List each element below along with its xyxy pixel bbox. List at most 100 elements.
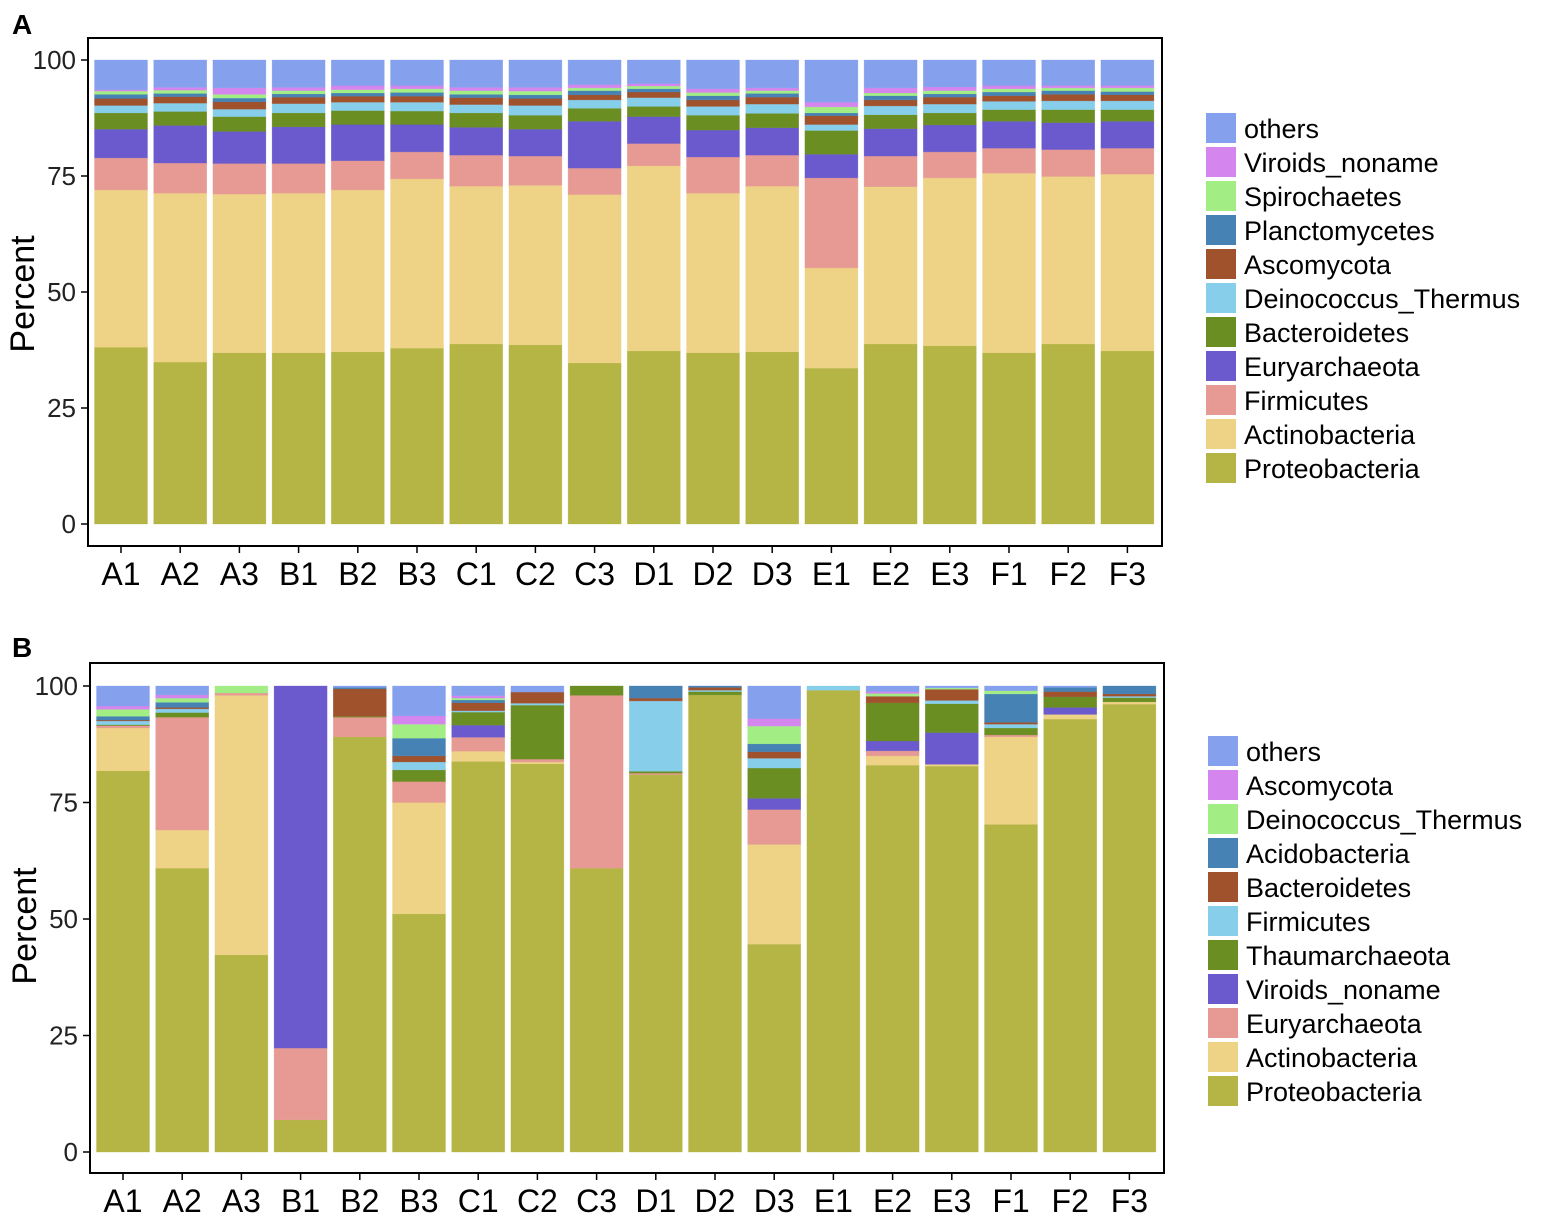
bar-segment-b2-proteobacteria <box>330 351 385 525</box>
bar-segment-c1-bacteroidetes <box>451 702 506 711</box>
x-tick-label: A3 <box>220 556 259 592</box>
bar-segment-e2-bacteroidetes <box>865 695 920 704</box>
bar-segment-e1-deinococcus-thermus <box>804 124 859 131</box>
bar-segment-a1-firmicutes <box>94 157 148 191</box>
bar-segment-a3-actinobacteria <box>212 193 267 354</box>
bar-segment-f2-deinococcus-thermus <box>1041 100 1095 110</box>
bar-segment-c1-others <box>451 685 506 697</box>
bar-segment-d2-planctomycetes <box>686 95 740 101</box>
bar-segment-a1-euryarchaeota <box>94 128 148 159</box>
legend-item: Actinobacteria <box>1206 419 1416 450</box>
bar-segment-a1-actinobacteria <box>96 727 150 772</box>
bar-segment-d1-proteobacteria <box>626 350 681 525</box>
legend-item: Deinococcus_Thermus <box>1208 804 1522 835</box>
bar-segment-c2-actinobacteria <box>508 184 563 346</box>
bar-segment-c3-proteobacteria <box>567 362 622 525</box>
bar-segment-d2-proteobacteria <box>686 352 740 525</box>
bar-segment-a2-firmicutes <box>155 708 209 713</box>
bar-segment-a2-bacteroidetes <box>153 111 207 126</box>
y-tick-label: 0 <box>62 509 76 539</box>
bar-segment-d1-firmicutes <box>626 143 681 167</box>
bar-segment-a3-firmicutes <box>212 163 267 195</box>
bar-segment-b1-viroids-noname <box>273 685 328 1049</box>
bar-segment-e2-others <box>863 59 918 89</box>
bar-segment-a1-euryarchaeota <box>96 725 150 729</box>
bar-segment-c3-ascomycota <box>567 94 622 101</box>
bar-segment-c1-actinobacteria <box>451 750 506 762</box>
legend-item: Viroids_noname <box>1208 974 1441 1005</box>
legend-label: Actinobacteria <box>1246 1043 1418 1073</box>
bar-segment-b3-deinococcus-thermus <box>392 723 446 739</box>
bar-segment-f2-others <box>1041 59 1095 86</box>
bar-segment-e2-euryarchaeota <box>865 750 920 757</box>
bar-segment-e3-bacteroidetes <box>922 112 977 126</box>
bar-segment-f2-actinobacteria <box>1041 176 1095 345</box>
bar-segment-b2-deinococcus-thermus <box>330 101 385 111</box>
bar-segment-b2-euryarchaeota <box>332 716 387 738</box>
bar-segment-a3-spirochaetes <box>212 94 267 99</box>
bar-segment-c3-euryarchaeota <box>567 120 622 169</box>
legend-item: Proteobacteria <box>1206 453 1421 484</box>
bar-segment-a2-proteobacteria <box>155 867 209 1153</box>
bar-segment-d2-bacteroidetes <box>688 687 742 691</box>
bar-segment-a3-proteobacteria <box>212 352 267 525</box>
bar-segment-e3-proteobacteria <box>922 345 977 525</box>
legend-label: Planctomycetes <box>1244 216 1435 246</box>
bar-segment-a3-proteobacteria <box>214 954 269 1153</box>
bar-segment-e3-viroids-noname <box>922 86 977 91</box>
legend-item: Planctomycetes <box>1206 215 1435 246</box>
legend-swatch <box>1206 147 1236 177</box>
legend-swatch <box>1208 940 1238 970</box>
bar-segment-e3-others <box>922 59 977 88</box>
legend: others Ascomycota Deinococcus_Thermus Acido… <box>1208 736 1522 1107</box>
x-tick-label: F1 <box>990 556 1027 592</box>
bar-segment-e2-euryarchaeota <box>863 128 918 157</box>
bar-segment-e2-thaumarchaeota <box>865 702 920 742</box>
bar-segment-c2-spirochaetes <box>508 90 563 96</box>
legend-item: Ascomycota <box>1208 770 1394 801</box>
bar-segment-b3-proteobacteria <box>390 347 444 525</box>
bar-segment-d3-ascomycota <box>747 718 802 727</box>
y-tick-label: 0 <box>64 1137 78 1167</box>
bar-segment-a2-viroids-noname <box>153 87 207 91</box>
bar-segment-d1-acidobacteria <box>628 685 683 699</box>
bar-segment-f2-bacteroidetes <box>1041 109 1095 123</box>
bar-segment-c3-spirochaetes <box>567 87 622 91</box>
bar-segment-a1-actinobacteria <box>94 189 148 348</box>
legend-label: Viroids_noname <box>1244 148 1439 178</box>
x-tick-label: B1 <box>281 1183 320 1219</box>
bar-segment-a3-others <box>212 59 267 89</box>
bar-segment-e1-planctomycetes <box>804 112 859 116</box>
bar-segment-f2-firmicutes <box>1041 149 1095 177</box>
bar-segment-f1-euryarchaeota <box>982 120 1036 149</box>
bar-segment-e2-proteobacteria <box>863 343 918 525</box>
bar-segment-a2-thaumarchaeota <box>155 712 209 718</box>
bar-segment-a2-acidobacteria <box>155 702 209 708</box>
bar-segment-b2-proteobacteria <box>332 736 387 1153</box>
bar-segment-f2-thaumarchaeota <box>1043 696 1097 708</box>
bar-segment-f1-actinobacteria <box>982 172 1036 354</box>
bar-segment-c1-viroids-noname <box>449 87 504 91</box>
bar-segment-b1-euryarchaeota <box>271 126 326 164</box>
x-tick-label: C3 <box>576 1183 617 1219</box>
bar-segment-b3-bacteroidetes <box>392 755 446 763</box>
x-tick-label: E3 <box>930 556 969 592</box>
legend-label: Deinococcus_Thermus <box>1246 805 1522 835</box>
bar-segment-f3-proteobacteria <box>1100 350 1155 525</box>
bar-segment-d3-firmicutes <box>745 154 800 187</box>
bar-segment-e3-bacteroidetes <box>924 688 979 701</box>
legend-label: Proteobacteria <box>1246 1077 1423 1107</box>
bar-segment-d1-bacteroidetes <box>626 106 681 117</box>
bar-segment-f2-actinobacteria <box>1043 714 1097 720</box>
bar-segment-a1-planctomycetes <box>94 94 148 99</box>
bar-segment-e1-firmicutes <box>804 177 859 269</box>
legend-label: Firmicutes <box>1246 907 1371 937</box>
bar-segment-c1-spirochaetes <box>449 90 504 95</box>
bar-segment-e3-firmicutes <box>924 700 979 705</box>
legend-item: Bacteroidetes <box>1206 317 1409 348</box>
panel-b: B A1 A2 A3 B1 B2 B3 C1 C2 C3 D1 D2 D3 E1 E2 E3 F1 F2 F3 0 25… <box>6 632 1522 1219</box>
bar-segment-f3-ascomycota <box>1100 94 1155 102</box>
bar-segment-c3-bacteroidetes <box>567 107 622 122</box>
legend-item: Firmicutes <box>1206 385 1369 416</box>
